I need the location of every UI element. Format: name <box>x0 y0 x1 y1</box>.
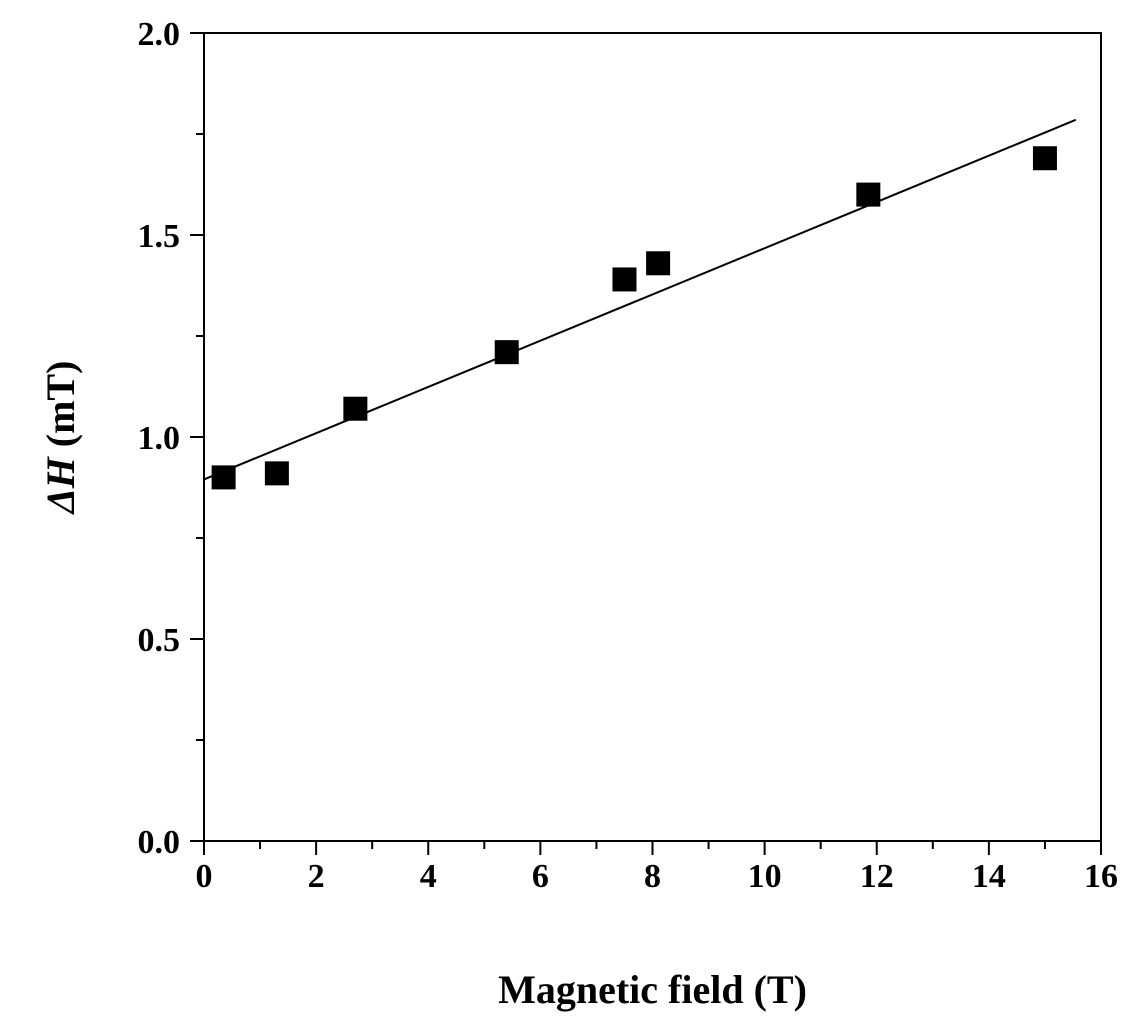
data-point <box>494 340 519 365</box>
x-tick-label: 6 <box>532 858 549 895</box>
fit-line-group <box>203 118 1077 481</box>
y-tick-label: 2.0 <box>138 16 181 53</box>
x-tick-label: 12 <box>860 858 894 895</box>
data-point <box>646 251 671 276</box>
data-point <box>264 461 289 486</box>
y-tick-labels: 0.0 0.5 1.0 1.5 2.0 <box>138 16 181 861</box>
x-tick-labels: 0 2 4 6 8 10 12 14 16 <box>196 858 1119 895</box>
x-tick-label: 16 <box>1084 858 1118 895</box>
data-point <box>1032 146 1057 171</box>
y-axis-symbol: ΔH <box>38 455 83 515</box>
x-axis-title: Magnetic field (T) <box>498 967 807 1012</box>
data-point <box>612 267 637 292</box>
x-tick-label: 4 <box>420 858 437 895</box>
data-markers <box>211 146 1057 490</box>
data-point <box>343 396 368 421</box>
x-tick-label: 0 <box>196 858 213 895</box>
x-tick-label: 2 <box>308 858 325 895</box>
data-point <box>211 465 236 490</box>
y-tick-label: 0.0 <box>138 824 181 861</box>
y-tick-label: 1.0 <box>138 420 181 457</box>
y-axis-title: ΔH (mT) <box>38 361 83 516</box>
x-tick-label: 14 <box>972 858 1006 895</box>
plot-frame <box>203 32 1102 842</box>
y-tick-label: 0.5 <box>138 622 181 659</box>
y-tick-label: 1.5 <box>138 218 181 255</box>
fit-line <box>203 118 1077 481</box>
data-point <box>856 182 881 207</box>
x-tick-label: 10 <box>748 858 782 895</box>
x-tick-label: 8 <box>644 858 661 895</box>
axis-ticks <box>190 32 1102 855</box>
y-axis-unit: (mT) <box>38 361 83 458</box>
plot-border <box>203 32 1102 842</box>
